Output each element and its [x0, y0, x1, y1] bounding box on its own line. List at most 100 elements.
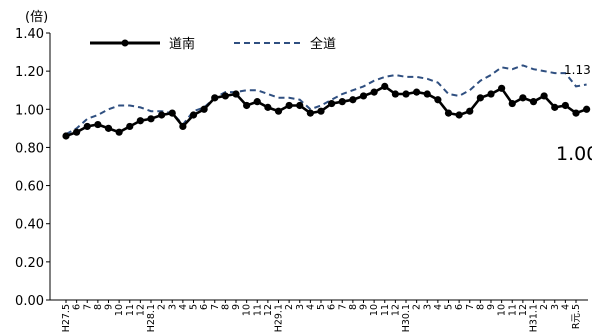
x-tick-label: 2 [284, 304, 295, 310]
data-point [179, 122, 187, 131]
x-tick-label: 3 [550, 304, 561, 310]
x-tick-label: 5 [316, 304, 327, 310]
y-tick-label: 0.60 [15, 180, 44, 195]
y-tick-label: 0.80 [15, 141, 44, 156]
x-tick-label: 10 [369, 304, 380, 316]
y-tick-label: 1.00 [15, 103, 44, 118]
data-point [455, 111, 463, 119]
end-label-zendo: 1.13 [564, 63, 591, 77]
data-point [551, 103, 559, 111]
x-tick-label: 5 [444, 304, 455, 310]
x-tick-label: 9 [486, 304, 497, 310]
data-point [104, 124, 113, 132]
x-tick-label: 4 [178, 304, 189, 310]
x-tick-label: 3 [167, 304, 178, 310]
end-label-doan: 1.00 [556, 143, 592, 165]
x-tick-label: 2 [539, 304, 550, 310]
y-tick-label: 1.40 [15, 27, 44, 42]
y-tick-label: 0.40 [15, 218, 44, 233]
x-tick-label: 7 [210, 304, 221, 310]
data-point [498, 84, 506, 92]
data-point [189, 111, 198, 119]
x-tick-label: 5 [189, 304, 200, 310]
data-point [306, 109, 314, 117]
data-point [328, 99, 336, 108]
data-point [519, 94, 527, 102]
data-point [115, 128, 123, 136]
data-point [434, 96, 442, 104]
x-tick-label: 2 [412, 304, 423, 310]
data-point [349, 96, 357, 104]
x-tick-label: 3 [295, 304, 306, 310]
y-tick-label: 0.20 [15, 256, 44, 271]
x-ticks: H27.5 6 7 8 9 10 11 12 H28.1 2 3 4 5 6 7 8 9 10 11 12 H29.1 2… [61, 300, 582, 332]
x-tick-label: 7 [82, 304, 93, 310]
x-tick-label: H30.1 [401, 304, 412, 332]
x-tick-label: 9 [231, 304, 242, 310]
data-point [572, 109, 580, 117]
data-point [444, 109, 453, 117]
x-tick-label: 2 [157, 304, 168, 310]
data-point [264, 103, 272, 111]
x-tick-label: H27.5 [61, 304, 72, 332]
x-tick-label: 7 [465, 304, 476, 310]
x-tick-label: H29.1 [274, 304, 285, 332]
x-tick-label: 11 [252, 304, 263, 316]
x-tick-label: 8 [348, 304, 359, 310]
series-group [62, 64, 591, 140]
series-line-0 [65, 84, 588, 138]
data-point [391, 90, 399, 98]
legend-label-doan: 道南 [169, 36, 195, 52]
x-tick-label: 6 [454, 304, 465, 310]
data-point [136, 117, 144, 125]
data-point [73, 128, 81, 136]
x-tick-label: 8 [475, 304, 486, 310]
legend-label-zendo: 全道 [310, 36, 336, 52]
data-point [540, 92, 548, 100]
data-point [158, 111, 166, 119]
x-tick-label: H28.1 [146, 304, 157, 332]
x-tick-label: 10 [114, 304, 125, 316]
data-point [147, 115, 155, 123]
x-tick-label: 4 [305, 304, 316, 310]
x-tick-label: 11 [380, 304, 391, 316]
data-point [423, 90, 431, 98]
x-tick-label: 12 [135, 304, 146, 316]
data-point [508, 99, 516, 108]
x-tick-label: 11 [507, 304, 518, 316]
x-tick-label: 8 [93, 304, 104, 310]
data-point [381, 82, 389, 90]
data-point [317, 107, 325, 115]
x-tick-label: 11 [125, 304, 136, 316]
x-tick-label: 12 [263, 304, 274, 316]
x-tick-label: 8 [220, 304, 231, 310]
data-point [243, 101, 251, 110]
data-point [529, 98, 538, 106]
legend-marker-doan [121, 39, 129, 47]
y-ticks: 0.00 0.20 0.40 0.60 0.80 1.00 1.20 1.40 [15, 27, 50, 309]
data-point [168, 109, 176, 117]
data-point [274, 107, 283, 115]
x-tick-label: 9 [104, 304, 115, 310]
data-point [402, 90, 410, 98]
x-tick-label: 12 [390, 304, 401, 316]
data-point [296, 101, 304, 110]
data-point [487, 90, 495, 98]
data-point [211, 94, 219, 102]
x-tick-label: 6 [72, 304, 83, 310]
y-tick-label: 0.00 [15, 294, 44, 309]
data-point [200, 105, 208, 113]
x-tick-label: 10 [242, 304, 253, 316]
data-point [62, 132, 70, 140]
data-point [359, 92, 368, 100]
data-point [338, 98, 346, 106]
x-tick-label: 9 [359, 304, 370, 310]
data-point [583, 105, 591, 113]
x-tick-label: R元.5 [571, 304, 582, 329]
data-point [253, 98, 261, 106]
y-tick-label: 1.20 [15, 65, 44, 80]
x-tick-label: 4 [433, 304, 444, 310]
data-point [413, 88, 421, 96]
data-point [221, 92, 229, 100]
